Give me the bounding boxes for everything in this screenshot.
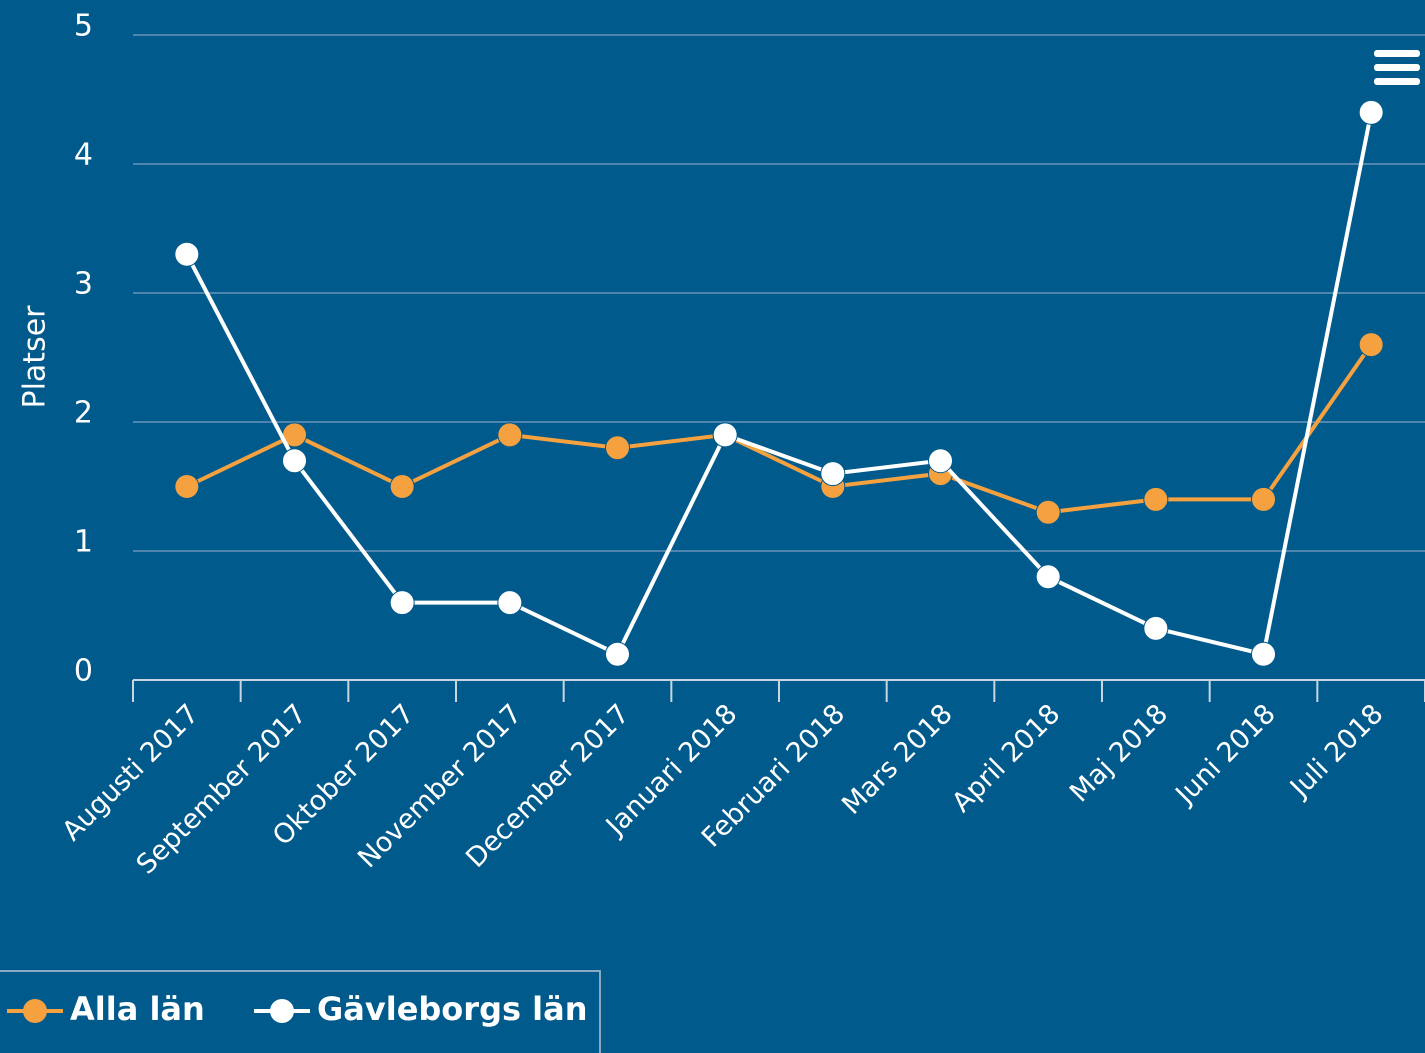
legend-label: Alla län	[70, 990, 205, 1028]
x-tick-label: Maj 2018	[1064, 698, 1174, 808]
legend-label: Gävleborgs län	[317, 990, 588, 1028]
data-point	[1035, 564, 1061, 590]
data-point	[174, 241, 200, 267]
x-tick-label: Juli 2018	[1283, 698, 1389, 804]
data-point	[497, 422, 523, 448]
data-point	[1143, 615, 1169, 641]
data-point	[1358, 332, 1384, 358]
menu-bar	[1374, 64, 1420, 71]
data-point	[605, 641, 630, 667]
data-point	[1143, 486, 1169, 512]
data-point	[282, 448, 307, 474]
y-tick-label: 0	[74, 654, 93, 689]
data-point	[497, 590, 523, 616]
data-point	[389, 590, 415, 616]
legend-box	[0, 970, 601, 1053]
data-point	[1251, 486, 1276, 512]
y-tick-label: 1	[74, 525, 93, 560]
menu-icon[interactable]	[1374, 50, 1420, 85]
data-point	[1358, 99, 1384, 125]
legend-item[interactable]: Alla län	[7, 990, 205, 1028]
data-point	[1251, 641, 1276, 667]
data-point	[389, 474, 415, 499]
data-point	[605, 435, 630, 461]
y-tick-label: 4	[74, 138, 93, 173]
legend-item[interactable]: Gävleborgs län	[254, 990, 588, 1028]
y-axis-label: Platser	[18, 305, 53, 409]
data-point	[928, 448, 953, 474]
x-tick-label: Juni 2018	[1169, 698, 1282, 811]
y-tick-label: 2	[74, 396, 93, 431]
y-tick-label: 3	[74, 267, 93, 302]
data-point	[174, 474, 200, 499]
legend-marker	[270, 999, 294, 1023]
menu-bar	[1374, 78, 1420, 85]
legend-marker	[23, 999, 47, 1023]
data-point	[712, 422, 738, 448]
series-line	[185, 343, 1373, 515]
menu-bar	[1374, 50, 1420, 57]
data-point	[820, 461, 846, 487]
series-line	[185, 112, 1374, 657]
y-tick-label: 5	[74, 9, 93, 44]
x-tick-label: Mars 2018	[836, 698, 959, 821]
x-tick-label: April 2018	[946, 698, 1066, 818]
data-point	[1035, 499, 1061, 525]
